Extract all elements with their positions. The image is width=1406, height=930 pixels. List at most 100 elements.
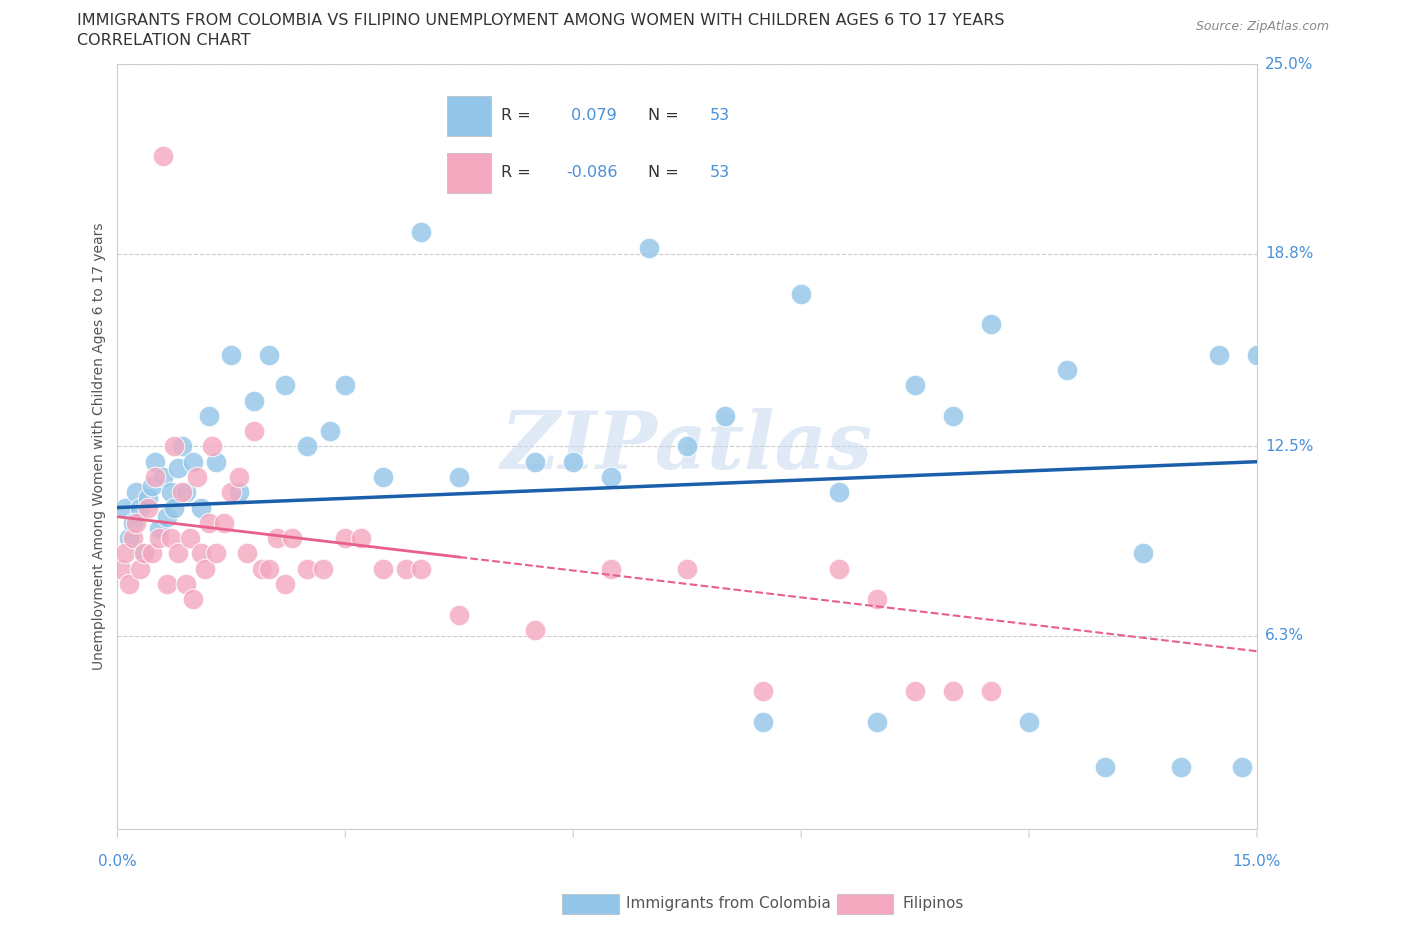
Point [676,439,699,454]
Point [201,439,224,454]
Point [132,546,155,561]
Text: 25.0%: 25.0% [1265,57,1313,72]
Point [167,460,190,475]
Point [319,424,342,439]
Point [752,684,775,698]
Point [156,577,179,591]
Point [129,561,152,576]
Point [866,591,889,606]
Text: Source: ZipAtlas.com: Source: ZipAtlas.com [1195,20,1329,33]
Point [152,470,174,485]
Point [1170,760,1192,775]
Point [212,515,235,530]
Point [942,408,965,423]
Point [141,546,163,561]
Point [179,531,201,546]
Point [228,485,250,499]
Point [600,470,623,485]
Text: IMMIGRANTS FROM COLOMBIA VS FILIPINO UNEMPLOYMENT AMONG WOMEN WITH CHILDREN AGES: IMMIGRANTS FROM COLOMBIA VS FILIPINO UNE… [77,13,1005,28]
Point [980,684,1002,698]
Point [273,378,295,392]
Point [125,515,148,530]
Point [243,393,266,408]
Y-axis label: Unemployment Among Women with Children Ages 6 to 17 years: Unemployment Among Women with Children A… [93,222,107,671]
Point [136,491,159,506]
Point [121,531,143,546]
Point [132,546,155,561]
Point [114,500,136,515]
Point [1018,714,1040,729]
Point [243,424,266,439]
Point [449,470,471,485]
Point [221,347,243,362]
Point [676,561,699,576]
Point [311,561,333,576]
Point [524,454,547,469]
Point [170,439,193,454]
Point [980,317,1002,332]
Point [1094,760,1116,775]
Point [904,684,927,698]
Point [411,561,433,576]
Point [942,684,965,698]
Point [904,378,927,392]
Point [163,500,186,515]
Point [174,577,197,591]
Point [118,531,141,546]
Point [259,347,281,362]
Point [273,577,295,591]
Point [190,500,212,515]
Text: 18.8%: 18.8% [1265,246,1313,261]
Point [790,286,813,301]
Point [197,408,219,423]
Point [752,714,775,729]
Point [600,561,623,576]
Point [266,531,288,546]
Point [136,500,159,515]
Point [159,485,181,499]
Point [373,561,395,576]
Point [197,515,219,530]
Point [170,485,193,499]
Point [129,500,152,515]
Text: ZIPatlas: ZIPatlas [501,407,873,485]
Point [1230,760,1253,775]
Point [114,546,136,561]
Point [228,470,250,485]
Point [141,479,163,494]
Point [235,546,257,561]
Point [145,470,167,485]
Point [297,439,319,454]
Point [121,515,143,530]
Point [411,225,433,240]
Point [159,531,181,546]
Point [562,454,585,469]
Point [221,485,243,499]
Point [110,561,132,576]
Point [205,546,228,561]
Point [183,454,205,469]
Text: 12.5%: 12.5% [1265,439,1313,454]
Point [145,454,167,469]
Text: CORRELATION CHART: CORRELATION CHART [77,33,250,47]
Point [335,531,357,546]
Point [828,485,851,499]
Point [118,577,141,591]
Point [335,378,357,392]
Point [1132,546,1154,561]
Point [349,531,371,546]
Point [156,510,179,525]
Point [1056,363,1078,378]
Point [250,561,273,576]
Text: 6.3%: 6.3% [1265,629,1305,644]
Point [449,607,471,622]
Point [524,622,547,637]
Point [638,240,661,255]
Point [395,561,418,576]
Point [373,470,395,485]
Point [1208,347,1230,362]
Text: 15.0%: 15.0% [1233,854,1281,869]
Point [828,561,851,576]
Point [205,454,228,469]
Point [148,531,170,546]
